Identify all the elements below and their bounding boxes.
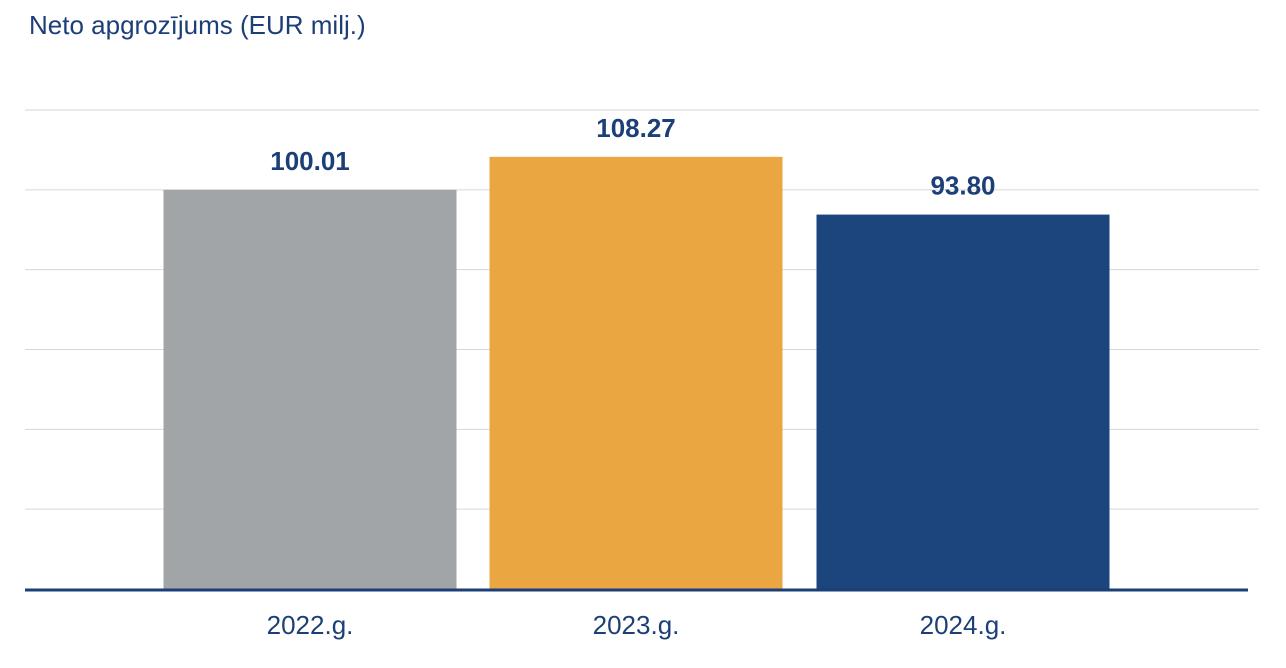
bar-2022.g.: [163, 189, 457, 590]
value-label: 93.80: [930, 171, 995, 201]
value-label: 100.01: [270, 146, 350, 176]
value-label: 108.27: [596, 113, 676, 143]
x-tick-labels: 2022.g. 2023.g. 2024.g.: [267, 610, 1007, 640]
chart-title: Neto apgrozījums (EUR milj.): [29, 10, 366, 40]
x-tick-label: 2023.g.: [593, 610, 680, 640]
x-tick-label: 2024.g.: [920, 610, 1007, 640]
bars: [163, 156, 1110, 590]
value-labels: 100.01 108.27 93.80: [270, 113, 995, 201]
x-tick-label: 2022.g.: [267, 610, 354, 640]
bar-2024.g.: [816, 214, 1110, 589]
bar-2023.g.: [489, 156, 783, 589]
